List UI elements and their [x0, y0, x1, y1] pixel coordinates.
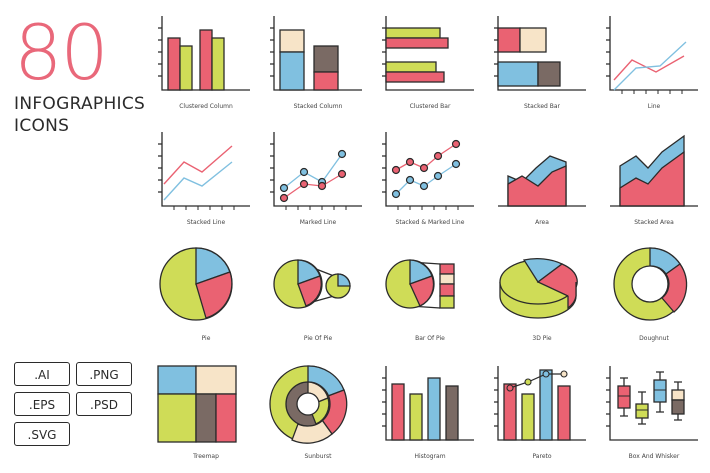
treemap-icon [157, 365, 237, 443]
stacked-line-icon [158, 132, 250, 210]
icon-caption: Area [535, 219, 549, 226]
marked-line-icon [270, 132, 362, 210]
line-chart-icon [606, 16, 698, 94]
3d-pie-icon [499, 258, 578, 319]
hero-title-line1: INFOGRAPHICS [14, 94, 146, 114]
icon-tile-clustered-column: Clustered Column [150, 0, 262, 118]
icon-caption: Line [647, 103, 661, 110]
icon-tile-stacked-marked-line: Stacked & Marked Line [374, 116, 486, 234]
icon-caption: Treemap [193, 453, 219, 460]
clustered-column-icon [158, 16, 250, 91]
icon-tile-histogram: Histogram [374, 350, 486, 468]
stacked-column-icon [270, 16, 362, 91]
sunburst-chart-icon [269, 365, 348, 444]
icon-caption: Sunburst [304, 453, 332, 460]
icon-tile-pareto: Pareto [486, 350, 598, 468]
clustered-bar-icon [382, 16, 474, 91]
icon-tile-3d-pie: 3D Pie [486, 232, 598, 350]
icon-caption: Stacked Area [634, 219, 674, 226]
hero-title-line2: ICONS [14, 116, 70, 136]
icon-caption: Box And Whisker [628, 453, 680, 460]
area-chart-icon [498, 155, 586, 207]
icon-caption: Pareto [532, 453, 552, 460]
histogram-icon [382, 366, 474, 441]
icon-caption: Bar Of Pie [415, 335, 445, 342]
pie-of-pie-icon [273, 259, 351, 309]
icon-caption: Pie Of Pie [303, 335, 333, 342]
icon-caption: Clustered Column [179, 103, 233, 110]
doughnut-chart-icon [613, 247, 688, 321]
stacked-area-icon [610, 134, 698, 207]
icon-tile-clustered-bar: Clustered Bar [374, 0, 486, 118]
icon-tile-bar-of-pie: Bar Of Pie [374, 232, 486, 350]
format-badge-png: .PNG [76, 362, 132, 386]
icon-caption: Stacked & Marked Line [395, 219, 465, 226]
icon-tile-stacked-bar: Stacked Bar [486, 0, 598, 118]
icon-tile-pie: Pie [150, 232, 262, 350]
icon-tile-stacked-area: Stacked Area [598, 116, 710, 234]
format-badge-ai: .AI [14, 362, 70, 386]
icon-caption: Pie [201, 335, 211, 342]
icon-tile-stacked-line: Stacked Line [150, 116, 262, 234]
stacked-bar-icon [494, 16, 586, 91]
icon-tile-box-and-whisker: Box And Whisker [598, 350, 710, 468]
hero-number: 80 [14, 8, 109, 97]
format-badge-eps: .EPS [14, 392, 70, 416]
icon-tile-doughnut: Doughnut [598, 232, 710, 350]
icon-tile-area: Area [486, 116, 598, 234]
icon-tile-treemap: Treemap [150, 350, 262, 468]
icon-tile-sunburst: Sunburst [262, 350, 374, 468]
icon-caption: Stacked Line [186, 219, 226, 226]
icon-caption: 3D Pie [532, 335, 552, 342]
box-and-whisker-icon [606, 366, 698, 441]
stacked-marked-line-icon [382, 132, 474, 210]
bar-of-pie-icon [385, 259, 455, 309]
icon-grid: Clustered Column Stacked Column [150, 0, 710, 473]
icon-caption: Clustered Bar [409, 103, 451, 110]
pareto-chart-icon [494, 366, 586, 441]
icon-caption: Marked Line [299, 219, 337, 226]
icon-caption: Histogram [414, 453, 446, 460]
icon-tile-marked-line: Marked Line [262, 116, 374, 234]
format-badge-psd: .PSD [76, 392, 132, 416]
icon-tile-pie-of-pie: Pie Of Pie [262, 232, 374, 350]
format-badge-svg: .SVG [14, 422, 70, 446]
icon-caption: Stacked Column [293, 103, 343, 110]
icon-tile-line: Line [598, 0, 710, 118]
icon-caption: Stacked Bar [523, 103, 561, 110]
pie-chart-icon [159, 247, 233, 321]
icon-caption: Doughnut [639, 335, 669, 342]
icon-tile-stacked-column: Stacked Column [262, 0, 374, 118]
hero-block: 80 INFOGRAPHICS ICONS [14, 8, 154, 137]
